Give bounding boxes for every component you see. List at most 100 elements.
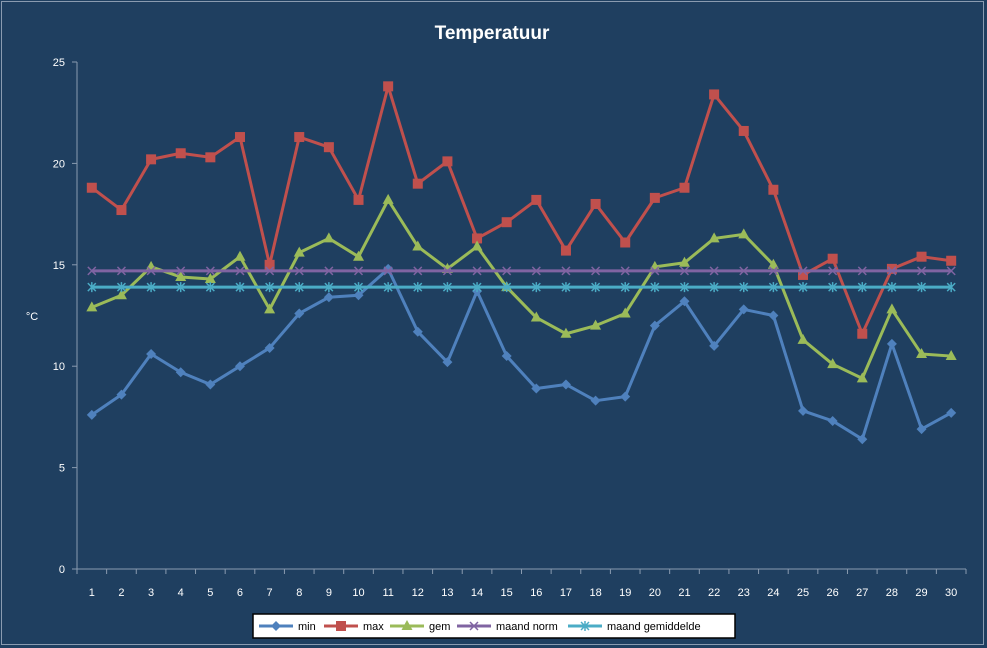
legend-label: gem (429, 621, 450, 633)
data-point-maand-gemiddelde (561, 282, 571, 293)
legend-swatch-marker (336, 621, 346, 631)
data-point-maand-norm (205, 266, 215, 276)
legend-label: max (363, 621, 384, 633)
x-tick-label: 25 (797, 587, 809, 599)
data-point-max (116, 205, 127, 216)
y-tick-label: 10 (53, 361, 65, 373)
data-point-gem (708, 232, 720, 243)
data-point-maand-gemiddelde (294, 282, 304, 293)
data-point-min (738, 304, 749, 315)
legend-swatch-marker (469, 621, 479, 631)
x-tick-label: 15 (501, 587, 513, 599)
x-tick-label: 3 (148, 587, 154, 599)
data-point-min (886, 338, 897, 349)
x-tick-label: 7 (267, 587, 273, 599)
series-gem (86, 193, 957, 383)
x-tick-label: 13 (441, 587, 453, 599)
data-point-gem (204, 272, 216, 283)
data-point-maand-gemiddelde (798, 282, 808, 293)
data-point-maand-gemiddelde (591, 282, 601, 293)
data-point-maand-gemiddelde (87, 282, 97, 293)
data-point-max (531, 194, 542, 205)
data-point-max (679, 182, 690, 193)
data-point-maand-norm (591, 266, 601, 276)
data-point-maand-gemiddelde (176, 282, 186, 293)
data-point-maand-norm (87, 266, 97, 276)
data-point-min (857, 434, 868, 445)
data-point-min (442, 357, 453, 368)
data-point-maand-gemiddelde (768, 282, 778, 293)
data-point-gem (945, 350, 957, 361)
data-point-max (798, 269, 809, 280)
data-point-maand-norm (887, 266, 897, 276)
data-point-maand-gemiddelde (205, 282, 215, 293)
data-point-maand-norm (709, 266, 719, 276)
data-point-gem (827, 358, 839, 369)
data-point-maand-norm (324, 266, 334, 276)
data-point-min (679, 296, 690, 307)
y-tick-label: 25 (53, 57, 65, 69)
data-point-max (442, 156, 453, 167)
data-point-gem (797, 333, 809, 344)
series-maand-gemiddelde (87, 282, 956, 293)
data-point-maand-gemiddelde (917, 282, 927, 293)
data-point-max (86, 182, 97, 193)
data-point-max (175, 148, 186, 159)
data-point-gem (856, 372, 868, 383)
data-point-min (620, 391, 631, 402)
data-point-gem (590, 319, 602, 330)
data-point-min (709, 340, 720, 351)
x-tick-label: 11 (382, 587, 393, 599)
data-point-maand-gemiddelde (324, 282, 334, 293)
series-layer (86, 81, 957, 445)
data-point-maand-norm (768, 266, 778, 276)
series-line-max (90, 84, 952, 336)
data-point-gem (678, 256, 690, 267)
y-tick-label: 0 (59, 564, 65, 576)
data-point-min (264, 342, 275, 353)
data-point-gem (767, 258, 779, 269)
data-point-min (294, 308, 305, 319)
data-point-maand-norm (679, 266, 690, 276)
data-point-maand-gemiddelde (531, 282, 541, 293)
y-axis-label: °C (26, 311, 38, 323)
x-tick-label: 2 (118, 587, 124, 599)
data-point-min (768, 310, 779, 321)
data-point-maand-gemiddelde (353, 282, 364, 293)
data-point-maand-norm (116, 266, 126, 276)
data-point-min (175, 367, 186, 378)
data-point-max (946, 255, 957, 266)
data-point-maand-norm (265, 266, 275, 276)
x-tick-label: 19 (619, 587, 631, 599)
data-point-maand-norm (353, 266, 364, 276)
data-point-gem (471, 240, 483, 251)
data-point-maand-norm (472, 266, 482, 276)
series-line-gem (91, 198, 952, 380)
data-point-maand-norm (413, 266, 423, 276)
data-point-min (501, 351, 512, 362)
legend-entry-maand-gemiddelde: maand gemiddelde (568, 621, 701, 633)
data-point-max (323, 142, 334, 153)
data-point-min (412, 326, 423, 337)
data-point-gem (382, 193, 394, 204)
legend-label: maand gemiddelde (607, 621, 701, 633)
legend-entry-max: max (324, 621, 384, 633)
y-tick-label: 15 (53, 260, 65, 272)
data-point-gem (886, 303, 898, 314)
x-tick-label: 17 (560, 587, 572, 599)
data-point-max (916, 251, 927, 262)
data-point-min (323, 292, 334, 303)
data-point-gem (738, 228, 750, 239)
data-point-min (353, 290, 364, 301)
data-point-maand-norm (798, 266, 808, 276)
data-point-gem (293, 246, 305, 257)
x-tick-label: 16 (530, 587, 542, 599)
data-point-maand-gemiddelde (946, 282, 956, 293)
data-point-min (590, 395, 601, 406)
series-maand-norm (87, 266, 956, 276)
data-point-max (383, 81, 394, 92)
x-tick-label: 1 (89, 587, 95, 599)
y-tick-label: 5 (59, 463, 65, 475)
